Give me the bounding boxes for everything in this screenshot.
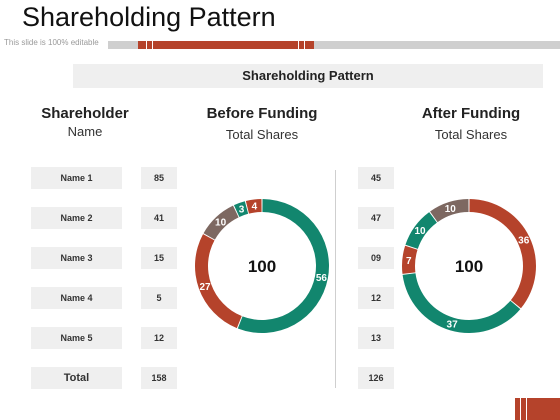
donut-slice — [195, 234, 242, 329]
donut-slice — [245, 199, 262, 214]
after-value-cell: 45 — [358, 167, 394, 189]
after-value-cell: 12 — [358, 287, 394, 309]
donut-slice — [237, 199, 329, 333]
donut-slice-label: 36 — [518, 236, 530, 247]
shareholder-name-cell: Name 3 — [31, 247, 122, 269]
shareholder-subheading: Name — [67, 124, 103, 139]
shareholder-name-cell: Name 2 — [31, 207, 122, 229]
before-funding-subheading: Total Shares — [225, 127, 299, 142]
shareholder-name-cell: Name 4 — [31, 287, 122, 309]
shareholder-name-cell: Name 1 — [31, 167, 122, 189]
corner-accent-divider — [526, 398, 527, 420]
donut-slice-label: 3 — [239, 205, 245, 216]
before-funding-donut-chart: 56 27 10 3 4 100 — [195, 199, 329, 333]
donut-center-label: 100 — [455, 257, 483, 276]
before-value-cell: 12 — [141, 327, 177, 349]
section-banner: Shareholding Pattern — [73, 64, 543, 88]
editable-note: This slide is 100% editable — [4, 38, 99, 47]
corner-accent-divider — [520, 398, 521, 420]
total-label-cell: Total — [31, 367, 122, 389]
donut-slice-label: 10 — [414, 226, 426, 237]
title-accent-bar — [138, 41, 314, 49]
donut-slice — [203, 205, 239, 240]
after-value-cell: 13 — [358, 327, 394, 349]
page-title: Shareholding Pattern — [22, 2, 276, 32]
accent-divider — [146, 41, 147, 49]
donut-center-label: 100 — [248, 257, 276, 276]
donut-slice — [430, 199, 469, 223]
donut-slice-label: 37 — [447, 320, 459, 331]
shareholder-name-cell: Name 5 — [31, 327, 122, 349]
donut-slice — [233, 201, 249, 217]
donut-slice-label: 27 — [200, 282, 212, 293]
donut-slice-label: 4 — [252, 201, 258, 212]
after-total-cell: 126 — [358, 367, 394, 389]
before-value-cell: 85 — [141, 167, 177, 189]
after-funding-donut-chart: 36 37 7 10 10 100 — [402, 199, 536, 333]
after-value-cell: 47 — [358, 207, 394, 229]
title-underline-bar — [108, 41, 560, 49]
after-funding-heading: After Funding — [421, 105, 521, 122]
donut-slice-label: 56 — [316, 273, 328, 284]
donut-slice-label: 10 — [445, 204, 457, 215]
before-value-cell: 5 — [141, 287, 177, 309]
accent-divider — [152, 41, 153, 49]
donut-slice-label: 10 — [215, 217, 227, 228]
shareholder-heading: Shareholder — [41, 105, 129, 122]
column-divider — [335, 170, 336, 388]
before-value-cell: 15 — [141, 247, 177, 269]
donut-slice — [405, 212, 437, 249]
donut-slice — [402, 245, 418, 274]
donut-slice — [402, 273, 521, 333]
before-funding-heading: Before Funding — [206, 105, 318, 122]
corner-accent — [515, 398, 560, 420]
donut-slice — [469, 199, 536, 309]
before-value-cell: 41 — [141, 207, 177, 229]
accent-divider — [304, 41, 305, 49]
accent-divider — [298, 41, 299, 49]
before-total-cell: 158 — [141, 367, 177, 389]
donut-slice-label: 7 — [406, 256, 412, 267]
after-funding-subheading: Total Shares — [434, 127, 508, 142]
after-value-cell: 09 — [358, 247, 394, 269]
